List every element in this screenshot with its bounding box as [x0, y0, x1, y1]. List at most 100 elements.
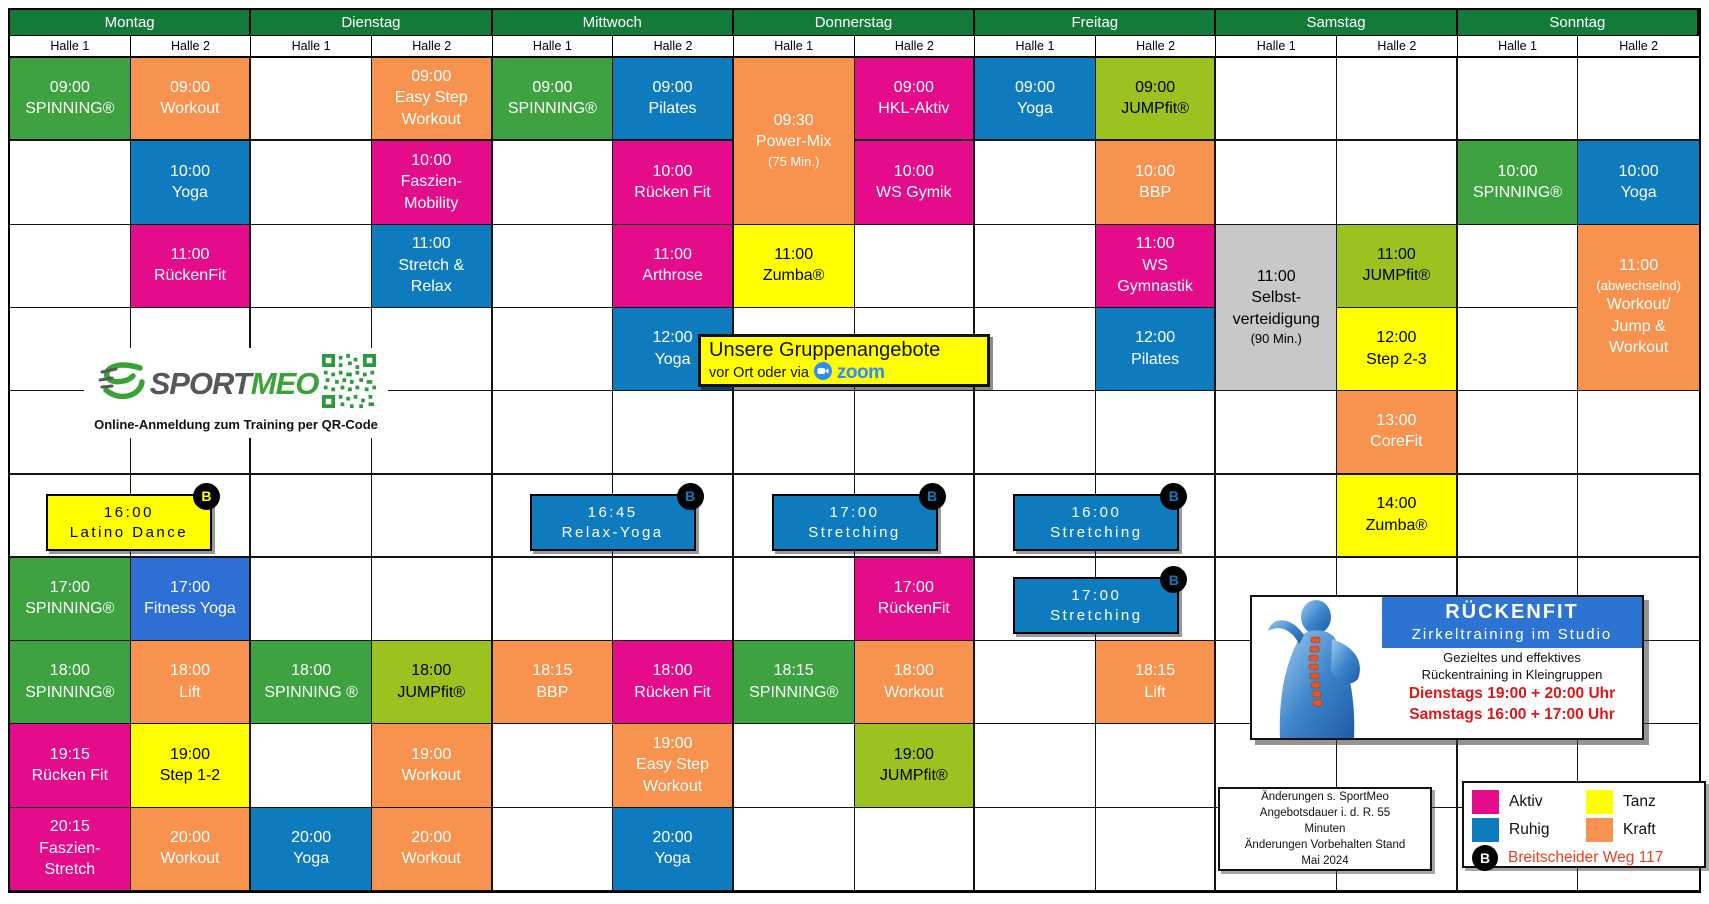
class-slot: 14:00 Zumba®: [1337, 474, 1458, 558]
class-slot-text: 10:00: [169, 162, 210, 180]
class-slot-text: 18:00: [49, 662, 90, 680]
class-slot: 20:00 Workout: [130, 807, 252, 891]
empty-slot: [733, 807, 855, 891]
class-slot-text: SPINNING®: [749, 683, 839, 701]
class-slot-text: 16:00: [103, 503, 154, 521]
class-slot-text: 11:00: [653, 245, 692, 263]
hall-header: Halle 1: [492, 36, 614, 58]
class-slot-text: Workout: [401, 850, 461, 868]
empty-slot: [10, 224, 131, 308]
empty-slot: [1095, 557, 1217, 642]
class-slot-text: 18:00: [169, 662, 210, 680]
rueckenfit-subtitle: Zirkeltraining im Studio: [1411, 626, 1613, 643]
class-slot-text: 19:00: [652, 734, 693, 752]
class-slot-text: 09:00: [1135, 78, 1176, 96]
class-slot: 10:00 Yoga: [130, 141, 252, 225]
class-slot-text: 11:00: [1376, 245, 1416, 263]
class-slot-text: 18:15: [773, 662, 814, 680]
class-slot: 19:00 Step 1-2: [130, 724, 252, 808]
class-slot-text: JUMPfit®: [1121, 100, 1189, 118]
special-class-box: 17:00 Stretching B: [1013, 566, 1188, 635]
class-slot: 17:00 RückenFit: [854, 557, 976, 642]
class-slot-text: Easy Step: [636, 756, 709, 774]
class-slot-text: Mobility: [404, 194, 459, 212]
class-slot: 18:00 SPINNING®: [10, 641, 131, 725]
class-slot-text: 09:00: [169, 78, 210, 96]
class-slot: 11:00 Selbst-verteidigung (90 Min.): [1216, 224, 1338, 392]
class-slot-text: JUMPfit®: [397, 683, 466, 701]
class-slot: 10:00 Yoga: [1578, 141, 1699, 225]
rueckenfit-times-tuesday: Dienstags 19:00 + 20:00 Uhr: [1408, 684, 1616, 702]
class-slot: 10:00 Rücken Fit: [613, 141, 734, 225]
empty-slot: [613, 557, 734, 642]
class-slot: 09:00 HKL-Aktiv: [854, 58, 976, 142]
empty-slot: [492, 724, 614, 808]
class-slot-text: Workout/: [1606, 296, 1671, 314]
class-slot: 11:00 WS Gymnastik: [1095, 224, 1217, 308]
class-slot: 18:00 Lift: [130, 641, 252, 725]
empty-slot: [1216, 58, 1338, 142]
class-slot-text: Rücken Fit: [31, 767, 109, 785]
class-slot-text: 16:45: [587, 503, 638, 521]
class-slot-text: 19:15: [49, 745, 90, 763]
empty-slot: [492, 141, 614, 225]
sportmeo-logo: SPORTMEO: [84, 348, 388, 438]
notes-box: Änderungen s. SportMeo Angebotsdauer i. …: [1218, 787, 1432, 871]
back-training-image: [1252, 597, 1382, 738]
class-slot-text: SPINNING®: [507, 100, 597, 118]
class-slot-text: SPINNING®: [25, 683, 115, 701]
class-slot-text: RückenFit: [877, 600, 950, 618]
rueckenfit-body-line1: Gezieltes und effektives: [1443, 650, 1581, 665]
class-slot-text: Stretch &: [398, 256, 465, 274]
empty-slot: [1095, 807, 1217, 891]
class-slot-text: 11:00: [411, 235, 451, 253]
class-slot-text: 18:15: [532, 662, 573, 680]
b-location-badge: B: [1472, 845, 1498, 871]
empty-slot: [1578, 808, 1699, 891]
class-slot-text: 19:00: [169, 745, 210, 763]
empty-slot: [371, 307, 493, 392]
class-slot: 19:00 JUMPfit®: [854, 724, 976, 808]
class-slot-text: Workout: [401, 110, 461, 128]
empty-slot: [251, 224, 372, 308]
class-slot-text: Lift: [179, 683, 201, 701]
schedule-grid: Montag Dienstag Mittwoch Donnerstag Freitag S…: [8, 8, 1701, 893]
class-slot-text: (abwechselnd): [1596, 277, 1681, 293]
class-slot-text: JUMPfit®: [1362, 267, 1431, 285]
class-slot-text: 20:00: [652, 828, 693, 846]
day-header-montag: Montag: [10, 10, 252, 36]
class-slot: 18:00 JUMPfit®: [371, 641, 493, 725]
empty-slot: [975, 641, 1096, 725]
hall-header: Halle 2: [130, 36, 252, 58]
class-slot-text: Pilates: [1131, 350, 1180, 368]
class-slot-text: Workout: [160, 850, 220, 868]
empty-slot: [1337, 58, 1458, 142]
class-slot-text: Workout: [1609, 339, 1669, 357]
class-slot-text: Step 1-2: [159, 767, 221, 785]
empty-slot: [975, 724, 1096, 808]
empty-slot: [854, 224, 976, 308]
class-slot: 11:00 Stretch & Relax: [371, 224, 493, 308]
empty-slot: [854, 391, 976, 475]
class-slot: 09:00 Pilates: [613, 58, 734, 142]
class-slot-text: BBP: [536, 683, 569, 701]
class-slot-text: SPINNING®: [25, 100, 115, 118]
class-slot-text: 20:00: [291, 828, 332, 846]
empty-slot: [251, 557, 372, 642]
class-slot: 18:00 Rücken Fit: [613, 641, 734, 725]
empty-slot: [251, 474, 372, 558]
class-slot: 12:00 Pilates: [1095, 307, 1217, 392]
hall-header: Halle 1: [1216, 36, 1338, 58]
empty-slot: [1216, 141, 1338, 225]
class-slot-text: Pilates: [648, 100, 697, 118]
hall-header: Halle 1: [1457, 36, 1579, 58]
empty-slot: [975, 807, 1096, 891]
empty-slot: [10, 141, 131, 225]
class-slot: 18:15 Lift: [1095, 641, 1217, 725]
class-slot-text: Step 2-3: [1366, 350, 1427, 368]
hall-header: Halle 1: [10, 36, 131, 58]
class-slot-text: Relax: [410, 277, 452, 295]
empty-slot: [371, 474, 493, 558]
empty-slot: [613, 474, 734, 558]
class-slot-text: (90 Min.): [1250, 331, 1302, 346]
